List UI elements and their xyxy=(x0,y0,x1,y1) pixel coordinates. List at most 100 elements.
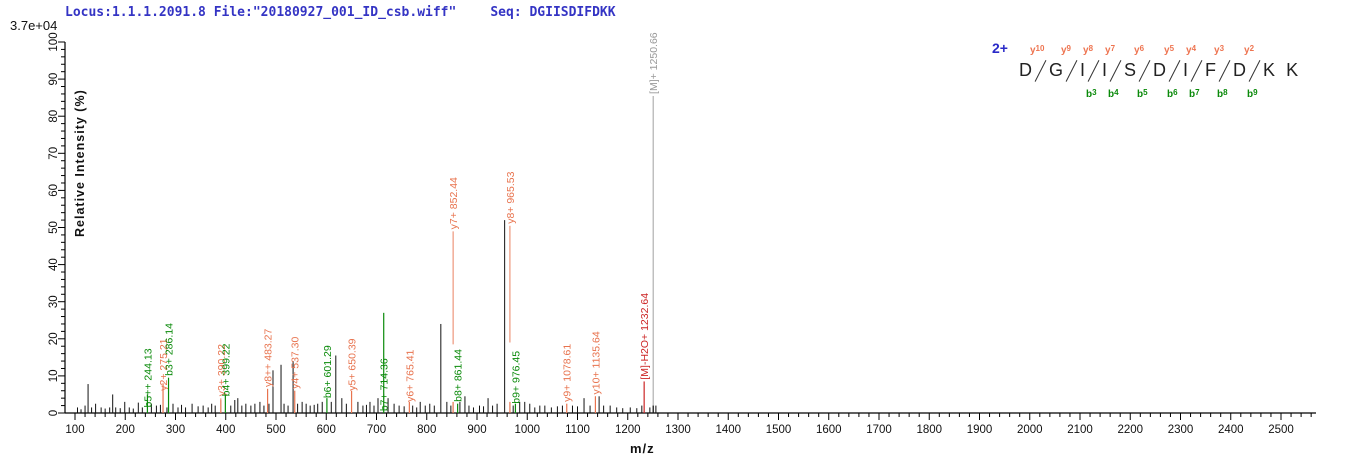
y-ion-label: y4 xyxy=(1186,44,1197,56)
b-ion-label: b5 xyxy=(1137,88,1148,100)
x-tick-label: 1700 xyxy=(866,424,892,436)
b-ion-label: b9 xyxy=(1247,88,1258,100)
fragmentation-slash-icon xyxy=(1218,60,1231,82)
fragmentation-boundary: y5 b6 xyxy=(1164,44,1182,100)
x-tick-label: 2500 xyxy=(1268,424,1294,436)
x-tick-label: 900 xyxy=(467,424,486,436)
fragmentation-boundary: y4 b7 xyxy=(1186,44,1204,100)
peak-label: b7+ 714.36 xyxy=(379,358,391,411)
sequence-label: Seq: DGIISDIFDKK xyxy=(490,5,616,20)
x-tick-label: 1300 xyxy=(665,424,691,436)
peak-label: b6+ 601.29 xyxy=(322,345,334,398)
x-axis-title: m/z xyxy=(630,441,655,456)
peak-label: y6+ 765.41 xyxy=(404,349,416,401)
fragmentation-slash-icon xyxy=(1087,60,1100,82)
fragmentation-slash-icon xyxy=(1190,60,1203,82)
y-ion-label: y2 xyxy=(1244,44,1255,56)
peak-label: y8+ 965.53 xyxy=(505,171,517,223)
peak-label: b4+ 399.22 xyxy=(220,343,232,396)
fragmentation-boundary: y6 b5 xyxy=(1134,44,1152,100)
x-tick-label: 2000 xyxy=(1017,424,1043,436)
y-tick-label: 10 xyxy=(48,370,60,383)
x-tick-label: 400 xyxy=(216,424,235,436)
fragmentation-slash-icon xyxy=(1034,60,1047,82)
y-tick-label: 30 xyxy=(48,295,60,308)
peak-label: y3+ 390.22 xyxy=(216,344,228,396)
x-tick-label: 1100 xyxy=(565,424,590,436)
y-tick-label: 20 xyxy=(48,332,60,345)
y-tick-label: 70 xyxy=(48,147,60,160)
fragmentation-boundary: y3 b8 xyxy=(1214,44,1232,100)
fragmentation-slash-icon xyxy=(1248,60,1261,82)
fragmentation-boundary: y8 b3 xyxy=(1083,44,1101,100)
x-tick-label: 600 xyxy=(317,424,336,436)
peak-label: b9+ 976.45 xyxy=(510,351,522,404)
y-tick-label: 60 xyxy=(48,184,60,197)
fragmentation-boundary: y9 xyxy=(1061,44,1079,83)
x-tick-label: 800 xyxy=(417,424,436,436)
peptide-residue: I xyxy=(1102,60,1108,80)
peptide-residue: D xyxy=(1018,60,1032,80)
spectrum-header: Locus:1.1.1.2091.8 File:"20180927_001_ID… xyxy=(65,5,616,20)
intensity-scale-label: 3.7e+04 xyxy=(10,18,58,33)
peptide-residue: D xyxy=(1153,60,1167,80)
fragmentation-slash-icon xyxy=(1138,60,1151,82)
peptide-residue: G xyxy=(1048,60,1063,80)
peptide-residue: I xyxy=(1079,60,1085,80)
y-ion-label: y6 xyxy=(1134,44,1145,56)
x-tick-label: 2200 xyxy=(1117,424,1143,436)
y-ion-label: y8 xyxy=(1083,44,1094,56)
y-ion-label: y9 xyxy=(1060,44,1071,56)
x-tick-label: 2300 xyxy=(1168,424,1194,436)
peptide-residue: F xyxy=(1205,60,1217,80)
x-tick-label: 2100 xyxy=(1067,424,1093,436)
peak-label: y8++ 483.27 xyxy=(263,328,275,387)
fragmentation-boundary: y2 b9 xyxy=(1244,44,1262,100)
x-tick-label: 1200 xyxy=(615,424,641,436)
b-ion-label: b7 xyxy=(1189,88,1200,100)
peptide-residue: K xyxy=(1263,60,1276,80)
x-tick-label: 1600 xyxy=(816,424,842,436)
peptide-residue: I xyxy=(1183,60,1189,80)
peptide-residue: K xyxy=(1286,60,1299,80)
peak-label: y2+ 275.21 xyxy=(158,338,170,390)
x-tick-label: 1800 xyxy=(916,424,942,436)
y-tick-label: 50 xyxy=(48,221,60,234)
b-ion-label: b4 xyxy=(1108,88,1119,100)
y-ion-label: y5 xyxy=(1164,44,1175,56)
y-tick-label: 90 xyxy=(48,73,60,86)
x-tick-label: 1000 xyxy=(514,424,540,436)
fragmentation-slash-icon xyxy=(1168,60,1181,82)
peak-label: [M]+ 1250.66 xyxy=(648,32,660,94)
fragmentation-slash-icon xyxy=(1065,60,1078,82)
x-tick-label: 300 xyxy=(166,424,185,436)
x-tick-label: 1400 xyxy=(715,424,741,436)
x-tick-label: 500 xyxy=(266,424,285,436)
y-tick-label: 80 xyxy=(48,110,60,123)
fragmentation-boundary: y10 xyxy=(1030,44,1048,83)
y-tick-label: 0 xyxy=(48,410,60,416)
x-tick-label: 1900 xyxy=(967,424,993,436)
peak-label: y7+ 852.44 xyxy=(448,177,460,229)
b-ion-label: b8 xyxy=(1217,88,1228,100)
y-ion-label: y3 xyxy=(1214,44,1225,56)
peak-label: y5+ 650.39 xyxy=(347,338,359,390)
x-tick-label: 100 xyxy=(65,424,84,436)
peak-label: y4+ 537.30 xyxy=(290,336,302,388)
peak-label: y10+ 1135.64 xyxy=(590,331,602,394)
b-ion-label: b3 xyxy=(1086,88,1097,100)
x-tick-label: 2400 xyxy=(1218,424,1244,436)
peak-label: b8+ 861.44 xyxy=(453,349,465,402)
peak-label: [M]-H2O+ 1232.64 xyxy=(639,293,651,380)
x-tick-label: 200 xyxy=(116,424,135,436)
peak-label: b3+ 286.14 xyxy=(164,323,176,376)
peptide-residue: S xyxy=(1124,60,1137,80)
fragmentation-slash-icon xyxy=(1109,60,1122,82)
b-ion-label: b6 xyxy=(1167,88,1178,100)
fragmentation-boundary: y7 b4 xyxy=(1105,44,1123,100)
locus-file-label: Locus:1.1.1.2091.8 File:"20180927_001_ID… xyxy=(65,5,457,20)
peak-label: y9+ 1078.61 xyxy=(562,344,574,402)
